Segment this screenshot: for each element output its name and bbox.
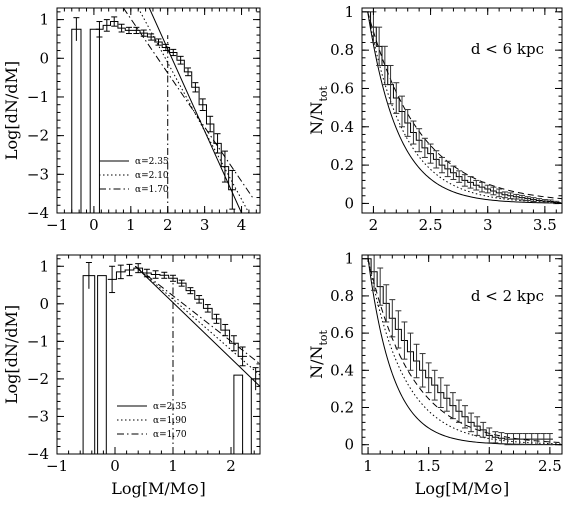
y-tick-label: 0.8 — [330, 287, 354, 305]
x-tick-label: 1.5 — [417, 457, 441, 475]
power-law-dashdot — [134, 265, 260, 365]
y-tick-label: −2 — [27, 370, 49, 388]
y-tick-label: −4 — [27, 204, 49, 222]
y-tick-label: −4 — [27, 445, 49, 463]
panel-top-right: 2 2.5 3 3.5 0 0.2 0.4 0.6 0.8 1 N/Ntot d < 6 kpc — [307, 3, 563, 234]
y-tick-label: 0 — [344, 436, 354, 454]
y-tick-label: 0.4 — [330, 118, 354, 136]
y-tick-label: −1 — [27, 88, 49, 106]
x-axis-label: Log[M/M⊙] — [111, 479, 206, 498]
y-tick-label: 0 — [39, 49, 49, 67]
legend-label: α=2.10 — [135, 171, 169, 181]
panel-bottom-right: 1 1.5 2 2.5 0 0.2 0.4 0.6 0.8 1 N/Ntot Log[M/M⊙] d <… — [307, 250, 563, 498]
x-tick-label: 3 — [483, 216, 493, 234]
histogram-steps — [107, 267, 247, 357]
axes-frame — [56, 7, 261, 214]
power-law-solid — [134, 265, 260, 387]
panel-bottom-left: −1 0 1 2 −4 −3 −2 −1 0 1 Log[dN/dM] Log[M/M⊙] α=2.35… — [2, 254, 261, 498]
x-tick-label: 2 — [163, 216, 173, 234]
power-law-solid — [148, 8, 243, 213]
model-curve-dashed — [367, 11, 562, 200]
y-tick-label: 1 — [39, 11, 49, 29]
y-label-main: N/N — [307, 346, 326, 379]
legend-label: α=1.70 — [153, 430, 187, 440]
x-axis-label: Log[M/M⊙] — [415, 479, 510, 498]
x-tick-label: 1 — [126, 216, 136, 234]
x-tick-label: −1 — [46, 457, 68, 475]
y-tick-label: 1 — [344, 3, 354, 21]
model-curve-dotted — [367, 258, 562, 445]
y-tick-label: 0.2 — [330, 399, 354, 417]
x-tick-label: 1 — [168, 457, 178, 475]
y-tick-label: 0.8 — [330, 41, 354, 59]
y-tick-label: 0.2 — [330, 156, 354, 174]
y-tick-label: −3 — [27, 407, 49, 425]
power-law-dashdot — [123, 8, 254, 198]
plot-area — [82, 262, 260, 454]
x-tick-label: −1 — [46, 216, 68, 234]
plot-area — [71, 8, 254, 213]
y-tick-label: 1 — [39, 257, 49, 275]
y-tick-label: 0.4 — [330, 361, 354, 379]
panel-top-left: −1 0 1 2 3 4 −4 −3 −2 −1 0 1 Log[dN/dM] α=2.35 α=2.10 α… — [2, 7, 261, 234]
x-tick-label: 2 — [369, 216, 379, 234]
y-label-main: N/N — [307, 102, 326, 135]
axes-frame — [56, 254, 261, 455]
y-tick-label: 0.6 — [330, 79, 354, 97]
y-tick-label: 0 — [344, 194, 354, 212]
axes-frame — [361, 254, 563, 455]
x-tick-label: 2.5 — [419, 216, 443, 234]
y-axis-label: N/Ntot — [307, 329, 330, 378]
model-curve-dashed — [367, 258, 562, 444]
x-tick-label: 0 — [110, 457, 120, 475]
legend-label: α=2.35 — [153, 402, 187, 412]
y-axis-label: Log[dN/dM] — [2, 61, 21, 160]
data-steps — [364, 11, 560, 203]
plot-area — [365, 255, 562, 446]
y-axis-label: Log[dN/dM] — [2, 305, 21, 404]
model-curve-dotted — [367, 11, 562, 203]
distance-annotation: d < 2 kpc — [471, 287, 544, 305]
model-curve-solid — [367, 11, 562, 204]
data-steps — [365, 258, 553, 440]
histogram-bar — [89, 28, 100, 213]
axes-frame — [361, 7, 563, 214]
x-tick-label: 2.5 — [538, 457, 562, 475]
x-tick-label: 1 — [363, 457, 373, 475]
legend-label: α=1.90 — [153, 416, 187, 426]
histogram-bar — [97, 275, 107, 454]
legend-label: α=2.35 — [135, 157, 169, 167]
x-tick-label: 0 — [89, 216, 99, 234]
power-law-dotted — [134, 265, 260, 376]
y-tick-label: 0.6 — [330, 324, 354, 342]
y-axis-label: N/Ntot — [307, 85, 330, 134]
y-tick-label: 1 — [344, 250, 354, 268]
distance-annotation: d < 6 kpc — [471, 40, 544, 58]
power-law-dotted — [137, 8, 250, 213]
y-tick-label: 0 — [39, 295, 49, 313]
histogram-bar — [71, 28, 82, 213]
histogram-bar — [82, 275, 96, 454]
y-label-subscript: tot — [317, 85, 330, 101]
y-tick-label: −1 — [27, 332, 49, 350]
x-tick-label: 2 — [226, 457, 236, 475]
y-tick-label: −2 — [27, 127, 49, 145]
histogram-bar — [233, 374, 244, 454]
y-tick-label: −3 — [27, 165, 49, 183]
x-tick-label: 4 — [237, 216, 247, 234]
x-tick-label: 3 — [200, 216, 210, 234]
x-tick-label: 2 — [484, 457, 494, 475]
y-label-subscript: tot — [317, 329, 330, 345]
histogram-steps — [95, 21, 237, 191]
legend-label: α=1.70 — [135, 185, 169, 195]
x-tick-label: 3.5 — [533, 216, 557, 234]
plot-area — [364, 11, 562, 205]
